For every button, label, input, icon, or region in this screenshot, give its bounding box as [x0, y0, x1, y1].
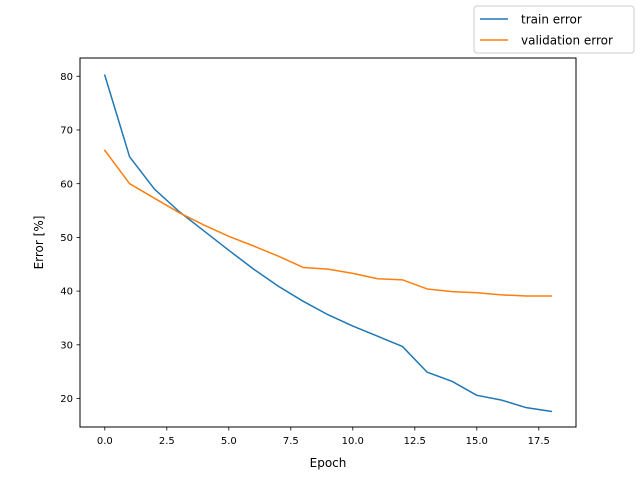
y-tick-label: 60: [60, 179, 73, 190]
y-axis-label: Error [%]: [32, 216, 46, 270]
legend-entries: train error validation error: [480, 13, 613, 48]
x-tick-label: 7.5: [283, 436, 299, 447]
y-axis-ticks: 20 30 40 50 60 70 80: [60, 72, 80, 405]
x-tick-label: 17.5: [528, 436, 550, 447]
y-tick-label: 30: [60, 340, 73, 351]
series-layer: [103, 74, 553, 413]
x-tick-label: 2.5: [159, 436, 175, 447]
y-tick-label: 20: [60, 394, 73, 405]
series-line-validation-error: [103, 149, 552, 297]
legend-frame: [473, 5, 635, 54]
legend-label: validation error: [521, 34, 613, 48]
x-axis-ticks: 0.0 2.5 5.0 7.5 10.0 12.5 15.0 17.5: [97, 427, 550, 447]
x-tick-label: 5.0: [221, 436, 237, 447]
series-line-train-error: [103, 74, 553, 413]
y-tick-label: 80: [60, 72, 73, 83]
legend-label: train error: [521, 13, 582, 27]
y-tick-label: 40: [60, 287, 73, 298]
plot-area-frame: [79, 57, 577, 428]
y-tick-label: 50: [60, 233, 73, 244]
x-tick-label: 15.0: [466, 436, 488, 447]
x-tick-label: 12.5: [404, 436, 426, 447]
x-tick-label: 10.0: [342, 436, 364, 447]
legend: train error validation error: [473, 5, 635, 54]
x-tick-label: 0.0: [97, 436, 113, 447]
y-tick-label: 70: [60, 126, 73, 137]
x-axis-label: Epoch: [310, 456, 347, 470]
